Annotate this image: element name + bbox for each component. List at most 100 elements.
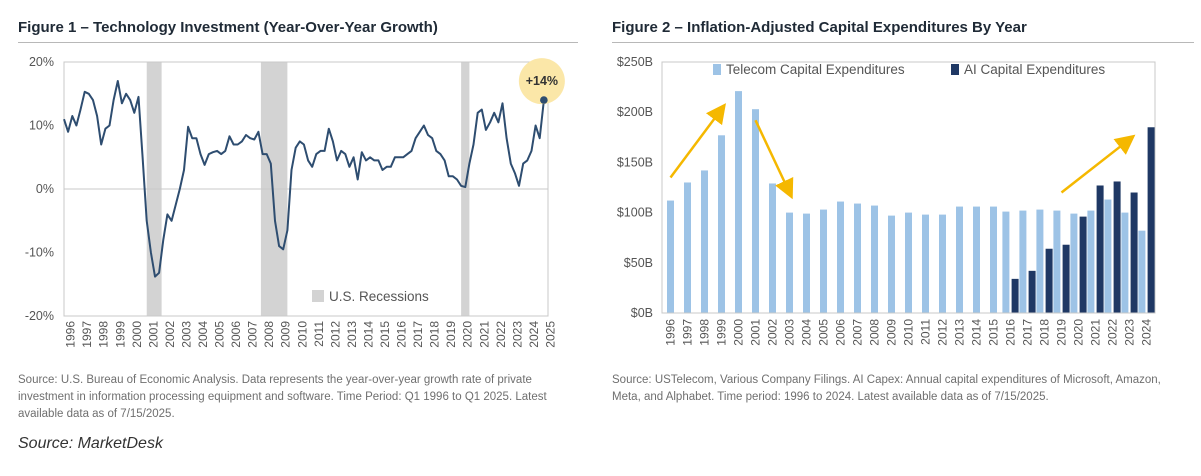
x-tick-label: 2018 <box>428 321 442 348</box>
telecom-capex-bar <box>1121 212 1129 313</box>
telecom-capex-bar <box>1104 199 1112 313</box>
latest-value-label: +14% <box>526 74 558 88</box>
ai-capex-bar <box>1113 181 1121 313</box>
y-tick-label: $150B <box>617 155 653 169</box>
x-tick-label: 2002 <box>766 319 780 346</box>
telecom-capex-bar <box>956 206 963 313</box>
telecom-capex-bar <box>922 214 929 313</box>
y-tick-label: $100B <box>617 206 653 220</box>
ai-legend-label: AI Capital Expenditures <box>964 62 1105 77</box>
telecom-capex-bar <box>1087 210 1095 313</box>
telecom-capex-bar <box>786 212 793 313</box>
recession-legend: U.S. Recessions <box>312 289 429 304</box>
bar-legend: Telecom Capital Expenditures AI Capital … <box>713 62 1105 77</box>
x-tick-label: 2001 <box>749 319 763 346</box>
telecom-capex-bar <box>888 215 895 313</box>
telecom-legend-swatch <box>713 64 721 75</box>
recession-legend-label: U.S. Recessions <box>329 289 429 304</box>
x-tick-label: 2020 <box>1072 319 1086 346</box>
x-tick-label: 2003 <box>179 321 193 348</box>
x-tick-label: 1999 <box>113 321 127 348</box>
x-tick-label: 1998 <box>97 321 111 348</box>
telecom-capex-bar <box>735 91 742 313</box>
telecom-capex-bar <box>939 214 946 313</box>
telecom-capex-bar <box>837 201 844 313</box>
x-tick-label: 2021 <box>477 321 491 348</box>
x-tick-label: 2017 <box>411 321 425 348</box>
y-tick-label: -20% <box>25 309 54 323</box>
x-tick-label: 2005 <box>817 319 831 346</box>
x-tick-label: 2014 <box>970 319 984 346</box>
x-tick-label: 2013 <box>345 321 359 348</box>
ai-capex-bar <box>1079 216 1087 313</box>
x-tick-label: 2005 <box>213 321 227 348</box>
x-tick-label: 2010 <box>295 321 309 348</box>
x-tick-label: 2024 <box>1140 319 1154 346</box>
x-tick-label: 2024 <box>527 321 541 348</box>
x-tick-label: 2010 <box>902 319 916 346</box>
x-tick-label: 1996 <box>64 321 78 348</box>
recession-legend-swatch <box>312 290 324 302</box>
x-tick-label: 2016 <box>395 321 409 348</box>
x-tick-label: 2006 <box>834 319 848 346</box>
x-tick-label: 2007 <box>851 319 865 346</box>
telecom-capex-bar <box>684 182 691 313</box>
telecom-capex-bar <box>803 213 810 313</box>
telecom-capex-bar <box>752 109 759 313</box>
x-tick-label: 2018 <box>1038 319 1052 346</box>
telecom-legend-label: Telecom Capital Expenditures <box>726 62 905 77</box>
y-tick-label: 20% <box>29 55 54 69</box>
x-tick-label: 1996 <box>664 319 678 346</box>
ai-capex-bar <box>1028 270 1036 313</box>
x-tick-label: 2004 <box>800 319 814 346</box>
figure-1-source-note: Source: U.S. Bureau of Economic Analysis… <box>18 374 547 420</box>
telecom-capex-bar <box>905 212 912 313</box>
x-tick-label: 2011 <box>312 321 326 347</box>
figure-2-title-rule <box>612 42 1194 43</box>
telecom-capex-bar <box>1070 213 1078 313</box>
x-tick-label: 2009 <box>885 319 899 346</box>
x-tick-label: 2009 <box>279 321 293 348</box>
x-tick-label: 2020 <box>461 321 475 348</box>
x-tick-label: 2017 <box>1021 319 1035 346</box>
telecom-capex-bar <box>871 205 878 313</box>
x-tick-label: 2016 <box>1004 319 1018 346</box>
ai-capex-bar <box>1096 185 1104 313</box>
trend-arrow <box>754 119 794 200</box>
figure-1-title-rule <box>18 42 578 43</box>
x-tick-label: 2014 <box>361 321 375 348</box>
y-tick-label: 10% <box>29 119 54 133</box>
y-tick-label: $50B <box>624 256 653 270</box>
y-tick-label: $250B <box>617 55 653 69</box>
latest-value-dot <box>540 96 548 104</box>
y-tick-label: -10% <box>25 246 54 260</box>
x-tick-label: 2011 <box>919 319 933 345</box>
telecom-capex-bar <box>701 170 708 313</box>
x-tick-label: 2004 <box>196 321 210 348</box>
telecom-capex-bar <box>1036 209 1044 313</box>
ai-capex-bar <box>1045 248 1053 313</box>
x-tick-label: 2019 <box>444 321 458 348</box>
telecom-capex-bar <box>1002 211 1010 313</box>
x-tick-label: 2023 <box>510 321 524 348</box>
tech-investment-growth-line <box>63 80 545 278</box>
x-tick-label: 2003 <box>783 319 797 346</box>
telecom-capex-bar <box>769 183 776 313</box>
x-tick-label: 2023 <box>1123 319 1137 346</box>
figure-1-line-chart: 20%10%0%-10%-20% 1996 1997 1998 1999 2000 200… <box>25 55 565 348</box>
x-tick-label: 2000 <box>130 321 144 348</box>
ai-capex-bar <box>1011 278 1019 313</box>
x-tick-label: 2007 <box>246 321 260 348</box>
x-tick-label: 2001 <box>146 321 160 348</box>
telecom-capex-bar <box>820 209 827 313</box>
latest-value-bubble <box>518 58 565 105</box>
x-tick-label: 2015 <box>987 319 1001 346</box>
x-tick-label: 2000 <box>732 319 746 346</box>
figure-2-bar-chart: $250B $200B $150B $100B $50B $0B 1996 1997 1998… <box>617 55 1156 346</box>
x-tick-label: 2013 <box>953 319 967 346</box>
telecom-capex-bar <box>1019 210 1027 313</box>
x-tick-label: 1997 <box>681 319 695 346</box>
figure-1-title: Figure 1 – Technology Investment (Year-O… <box>18 19 438 36</box>
x-tick-label: 2012 <box>936 319 950 346</box>
x-tick-label: 1998 <box>698 319 712 346</box>
